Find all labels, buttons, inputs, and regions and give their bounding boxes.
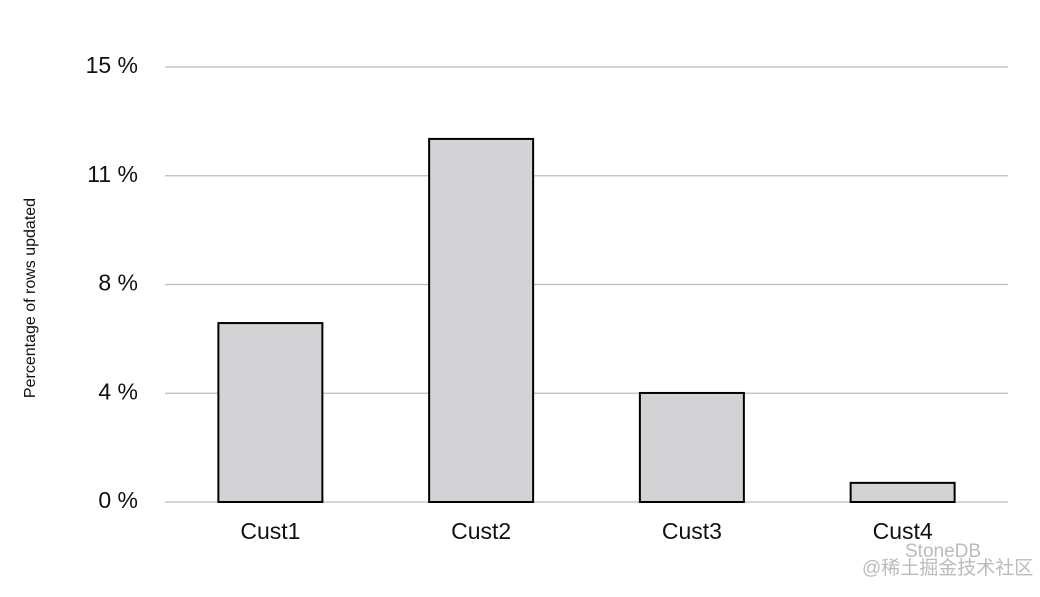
- plot-area: 0 % 4 % 8 % 11 % 15 % Cust1 Cust2 Cust3 Cust4: [86, 52, 1008, 544]
- y-tick-label: 15 %: [86, 52, 138, 78]
- y-tick-label: 11 %: [87, 161, 138, 187]
- y-tick-label: 4 %: [98, 378, 138, 404]
- bar: [428, 137, 535, 503]
- y-tick-label: 0 %: [98, 487, 138, 513]
- y-tick-label: 8 %: [98, 270, 138, 296]
- bar: [217, 322, 324, 503]
- watermark-brand: StoneDB: [905, 541, 981, 562]
- x-tick-label: Cust1: [240, 518, 300, 544]
- x-tick-label: Cust4: [873, 518, 933, 544]
- x-tick-label: Cust2: [451, 518, 511, 544]
- y-axis-label: Percentage of rows updated: [22, 198, 39, 398]
- watermark-site: @稀土掘金技术社区: [862, 557, 1033, 579]
- bar: [849, 481, 956, 503]
- x-tick-label: Cust3: [662, 518, 722, 544]
- bar: [638, 391, 745, 503]
